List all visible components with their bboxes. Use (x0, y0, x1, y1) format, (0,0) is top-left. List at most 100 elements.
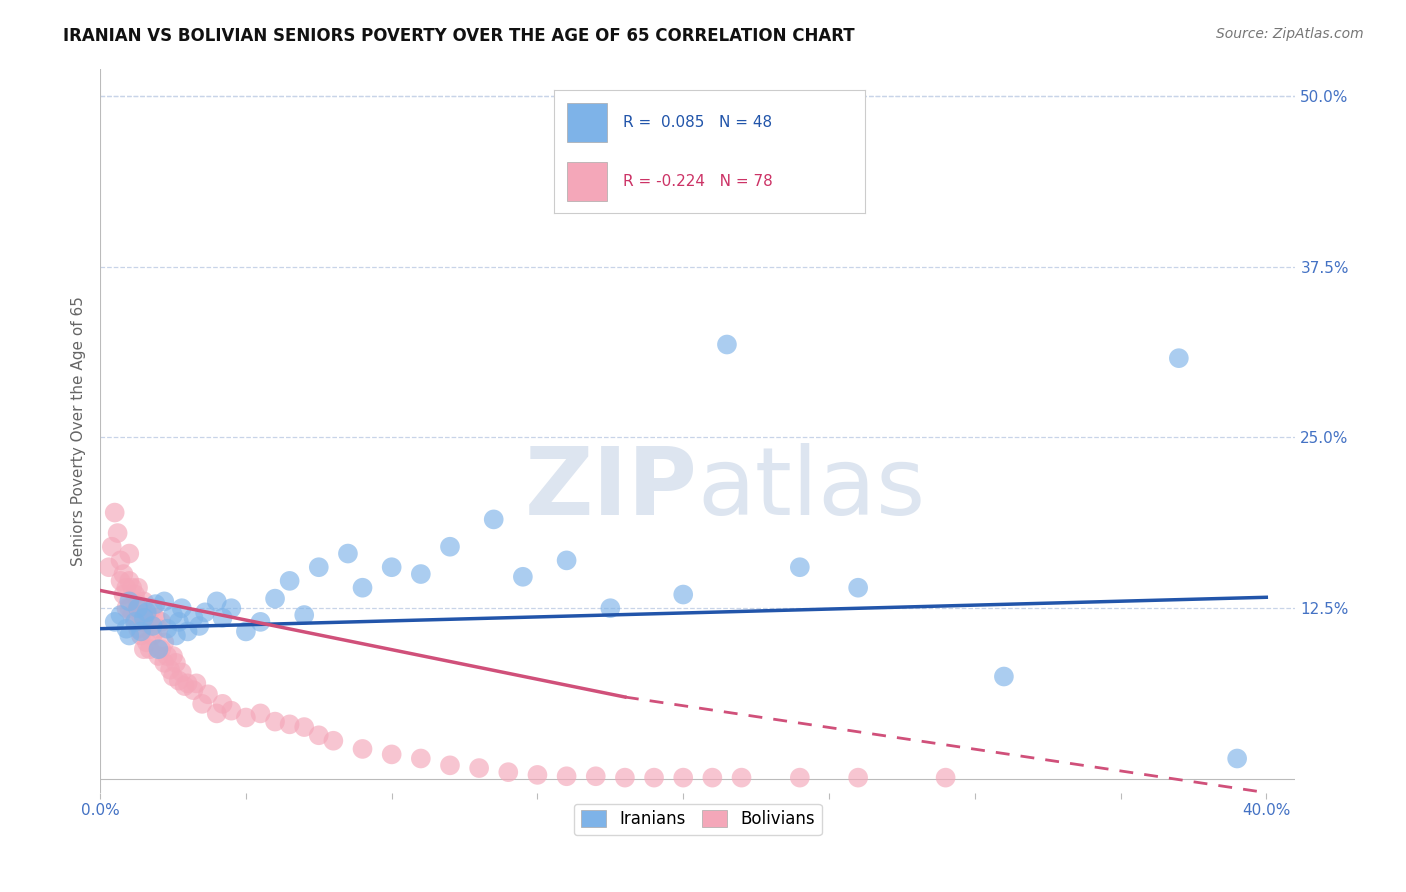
Point (135, 635, 157, 649)
Point (211, 611, 233, 625)
Point (112, 567, 135, 582)
Point (118, 594, 141, 608)
Point (127, 597, 149, 611)
Point (308, 728, 330, 742)
Point (1226, 751, 1249, 765)
Point (439, 758, 461, 772)
Point (468, 761, 491, 775)
Point (121, 608, 143, 623)
Point (112, 588, 135, 602)
Point (789, 560, 811, 574)
Point (186, 676, 208, 690)
Point (162, 608, 184, 623)
Point (127, 581, 149, 595)
Point (292, 608, 315, 623)
Point (672, 771, 695, 785)
Point (672, 588, 695, 602)
Point (118, 601, 141, 615)
Point (170, 665, 193, 680)
Point (132, 615, 155, 629)
Point (148, 622, 170, 636)
Point (132, 611, 155, 625)
Point (104, 506, 127, 520)
Point (211, 697, 233, 711)
Legend: Iranians, Bolivians: Iranians, Bolivians (574, 804, 821, 835)
Point (292, 720, 315, 734)
Point (121, 581, 143, 595)
Point (110, 574, 132, 588)
Point (194, 605, 217, 619)
Point (115, 622, 138, 636)
Point (127, 601, 149, 615)
Point (129, 608, 152, 623)
Point (118, 628, 141, 642)
Point (191, 697, 214, 711)
Point (145, 597, 167, 611)
Y-axis label: Seniors Poverty Over the Age of 65: Seniors Poverty Over the Age of 65 (72, 295, 86, 566)
Point (156, 648, 179, 663)
Point (148, 648, 170, 663)
Point (409, 751, 432, 765)
Point (409, 567, 432, 582)
Point (165, 656, 187, 670)
Point (124, 588, 146, 602)
Point (526, 768, 548, 782)
Point (150, 642, 173, 657)
Point (142, 619, 165, 633)
Point (381, 747, 404, 762)
Point (124, 615, 146, 629)
Point (613, 771, 636, 785)
Point (498, 765, 520, 780)
Point (104, 615, 127, 629)
Point (322, 733, 344, 747)
Point (138, 642, 160, 657)
Point (167, 615, 190, 629)
Point (118, 574, 141, 588)
Point (599, 601, 621, 615)
Point (150, 615, 173, 629)
Point (183, 611, 205, 625)
Point (173, 679, 195, 693)
Point (935, 771, 957, 785)
Point (135, 605, 157, 619)
Point (308, 560, 330, 574)
Point (352, 742, 374, 756)
Point (264, 714, 287, 729)
Text: atlas: atlas (697, 442, 927, 534)
Point (235, 624, 257, 639)
Point (167, 673, 190, 688)
Point (101, 540, 124, 554)
Point (118, 547, 141, 561)
Point (107, 526, 129, 541)
Point (115, 601, 138, 615)
Point (264, 591, 287, 606)
Point (482, 512, 505, 526)
Point (135, 608, 157, 623)
Point (846, 581, 869, 595)
Point (352, 581, 374, 595)
Point (153, 594, 176, 608)
Point (97, 560, 120, 574)
Point (159, 663, 181, 677)
Point (512, 570, 534, 584)
Point (1167, 351, 1189, 366)
Point (205, 594, 228, 608)
Point (585, 769, 607, 783)
Point (249, 615, 271, 629)
Point (153, 635, 176, 649)
Point (221, 704, 243, 718)
Point (789, 771, 811, 785)
Point (235, 710, 257, 724)
Point (205, 706, 228, 721)
Point (221, 601, 243, 615)
Point (162, 648, 184, 663)
Point (115, 581, 138, 595)
Point (183, 683, 205, 698)
Point (142, 601, 165, 615)
Point (188, 619, 211, 633)
Point (278, 717, 301, 731)
Point (110, 608, 132, 623)
Point (439, 540, 461, 554)
Point (336, 547, 359, 561)
Point (132, 594, 155, 608)
